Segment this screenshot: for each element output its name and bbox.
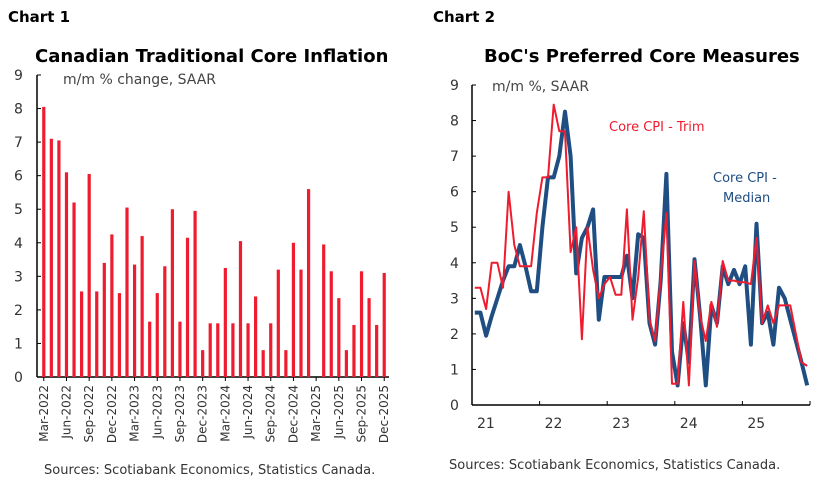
bar [87,173,91,377]
bar [299,269,303,377]
trim-line [474,103,808,387]
y-tick-label: 7 [450,149,459,165]
x-tick-label: Mar-2023 [128,385,142,442]
x-tick-label: 21 [477,416,495,432]
bar [284,350,288,377]
median-annotation-2: Median [723,191,770,206]
y-tick-label: 6 [14,169,23,185]
bar [148,321,152,377]
x-tick-label: 24 [680,416,698,432]
chart2-title: BoC's Preferred Core Measures [484,46,800,67]
bar [155,293,159,377]
y-tick-label: 0 [450,398,459,414]
y-tick-label: 9 [450,78,459,94]
bar [375,324,379,377]
chart1-label: Chart 1 [8,8,70,26]
x-tick-label: Sep-2024 [264,385,278,443]
bar [329,271,333,377]
x-tick-label: Sep-2023 [173,385,187,443]
bar [337,298,341,377]
x-tick-label: Dec-2025 [377,385,391,443]
median-annotation-1: Core CPI - [713,171,777,186]
x-tick-label: 22 [545,416,563,432]
chart2-source: Sources: Scotiabank Economics, Statistic… [449,458,780,473]
y-tick-label: 8 [14,102,23,118]
bar [132,264,137,377]
x-tick-label: Jun-2022 [59,385,73,440]
bar [238,241,243,377]
bar [102,262,106,377]
chart2-subtitle: m/m %, SAAR [492,79,589,95]
y-tick-label: 4 [450,256,459,272]
chart1-source: Sources: Scotiabank Economics, Statistic… [44,463,375,478]
bar [117,293,122,377]
bar [185,237,190,377]
x-tick-label: Sep-2025 [355,385,369,443]
bar [254,296,258,377]
bar [352,324,356,377]
x-tick-label: Mar-2025 [309,385,323,442]
y-tick-label: 7 [14,135,23,151]
bar [246,323,250,377]
bar [49,138,53,377]
y-tick-label: 6 [450,185,459,201]
y-tick-label: 5 [14,202,23,218]
x-tick-label: Jun-2023 [150,385,164,440]
y-tick-label: 3 [14,269,23,285]
bar [276,269,280,377]
y-tick-label: 1 [450,362,459,378]
y-tick-label: 5 [450,220,459,236]
bar [322,244,326,377]
bar [163,266,167,377]
bar [382,272,386,377]
bar [193,210,197,377]
bar [344,350,348,377]
y-tick-label: 3 [450,291,459,307]
x-tick-label: Dec-2022 [105,385,119,443]
x-tick-label: 25 [747,416,765,432]
x-tick-label: Dec-2024 [286,385,300,443]
y-tick-label: 2 [450,327,459,343]
bar [231,323,235,377]
bar [367,298,371,377]
bar [140,236,144,377]
x-tick-label: Mar-2024 [218,385,232,442]
bar [306,189,311,377]
bar [208,323,212,377]
y-tick-label: 2 [14,303,23,319]
x-tick-label: Sep-2022 [82,385,96,443]
x-tick-label: Jun-2025 [332,385,346,440]
bar [201,350,205,377]
chart1-subtitle: m/m % change, SAAR [63,72,216,88]
y-tick-label: 4 [14,236,23,252]
y-tick-label: 9 [14,68,23,84]
bar [223,267,227,377]
bar [42,106,46,377]
chart1-title: Canadian Traditional Core Inflation [35,46,388,67]
x-tick-label: Dec-2023 [196,385,210,443]
bar [110,234,114,377]
bar [95,291,99,377]
bar [291,242,296,377]
x-tick-label: 23 [612,416,630,432]
y-tick-label: 8 [450,114,459,130]
trim-annotation: Core CPI - Trim [609,120,705,135]
x-tick-label: Jun-2024 [241,385,255,440]
bar [269,323,273,377]
bar [125,207,129,377]
bar [261,350,265,377]
bar [80,291,84,377]
y-tick-label: 0 [14,370,23,386]
bar [359,271,364,377]
bar [72,202,76,377]
bar [178,321,182,377]
bar [57,140,61,377]
bar [170,209,174,377]
chart2-label: Chart 2 [433,8,495,26]
x-tick-label: Mar-2022 [37,385,51,442]
bar [64,172,69,377]
y-tick-label: 1 [14,336,23,352]
bar [216,323,220,377]
